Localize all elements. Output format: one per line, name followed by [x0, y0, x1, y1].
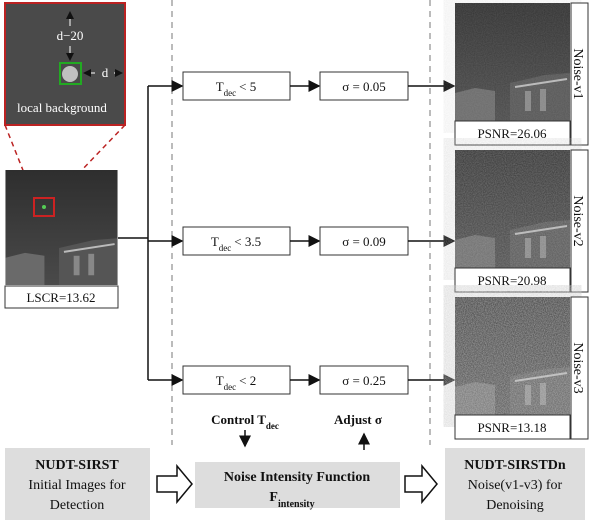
- noise-overlay: [455, 297, 570, 415]
- psnr: PSNR=26.06: [477, 126, 547, 141]
- psnr: PSNR=13.18: [477, 420, 546, 435]
- psnr: PSNR=20.98: [477, 273, 546, 288]
- function-symbol: Fintensity: [269, 490, 314, 510]
- psnr-box: [454, 414, 571, 440]
- sigma: σ = 0.25: [342, 373, 386, 388]
- source-line: Initial Images for: [28, 478, 126, 493]
- noise-label: Noise-v2: [570, 195, 585, 246]
- function-title: Noise Intensity Function: [224, 470, 370, 485]
- threshold-symbol: T: [216, 79, 224, 94]
- metric-box: [4, 285, 119, 309]
- threshold: Tdec < 2: [216, 373, 257, 392]
- threshold: Tdec < 3.5: [211, 234, 261, 253]
- input-metric: LSCR=13.62: [26, 290, 95, 305]
- function-box: [195, 462, 400, 508]
- noise-box: [570, 2, 589, 146]
- sigma: σ = 0.05: [342, 79, 386, 94]
- zoom-caption: local background: [17, 100, 107, 115]
- psnr-box: [454, 120, 571, 146]
- noise-overlay: [455, 3, 570, 121]
- sigma-box: [319, 71, 409, 101]
- threshold-sub: dec: [224, 382, 237, 392]
- noise-box: [570, 149, 589, 293]
- input-image: [5, 170, 118, 285]
- target-box: [445, 448, 585, 520]
- target: [42, 205, 46, 209]
- sigma: σ = 0.09: [342, 234, 386, 249]
- source-line: Detection: [50, 498, 104, 513]
- threshold-value: < 2: [239, 373, 256, 388]
- target: [62, 66, 78, 82]
- flow-arrow: [156, 463, 193, 505]
- flow-arrow: [404, 463, 438, 505]
- noise-label: Noise-v3: [570, 342, 585, 393]
- target-line: Noise(v1-v3) for: [468, 478, 563, 493]
- control-sub: dec: [266, 421, 279, 431]
- sigma-box: [319, 365, 409, 395]
- threshold: Tdec < 5: [216, 79, 257, 98]
- control-label: Control Tdec: [211, 412, 279, 431]
- noise-box: [570, 296, 589, 440]
- size-label: d: [102, 65, 109, 80]
- target-line: Denoising: [486, 498, 544, 513]
- threshold-sub: dec: [224, 88, 237, 98]
- source-title: NUDT-SIRST: [35, 458, 119, 473]
- threshold-value: < 3.5: [234, 234, 261, 249]
- source-box: [5, 448, 150, 520]
- psnr-box: [454, 267, 571, 293]
- threshold-box: [182, 71, 291, 101]
- distance-label: d−20: [57, 28, 84, 43]
- target-box: [59, 62, 82, 85]
- noise-overlay: [455, 150, 570, 268]
- target-title: NUDT-SIRSTDn: [464, 458, 566, 473]
- function-symbol-sub: intensity: [278, 499, 315, 510]
- function-symbol-main: F: [269, 490, 278, 505]
- noise-label: Noise-v1: [570, 48, 585, 99]
- threshold-symbol: T: [211, 234, 219, 249]
- threshold-box: [182, 226, 291, 256]
- threshold-value: < 5: [239, 79, 256, 94]
- threshold-box: [182, 365, 291, 395]
- threshold-symbol: T: [216, 373, 224, 388]
- adjust-label: Adjust σ: [334, 412, 382, 427]
- branch: [118, 86, 149, 380]
- roi-box: [33, 197, 55, 217]
- control-symbol: Control T: [211, 412, 266, 427]
- threshold-sub: dec: [219, 243, 232, 253]
- sigma-box: [319, 226, 409, 256]
